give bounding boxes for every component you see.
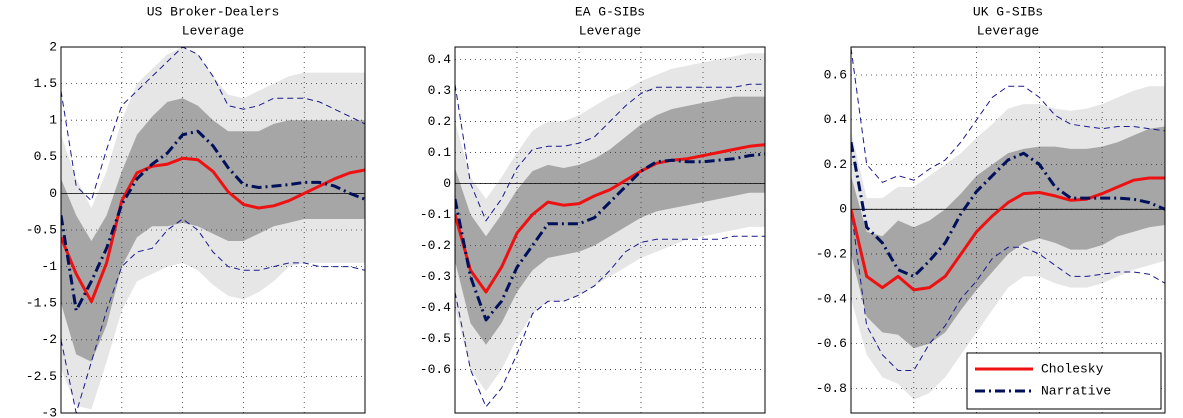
series-line	[455, 143, 765, 294]
x-tick-label: 8	[575, 416, 583, 418]
y-tick-label: -1.5	[26, 296, 57, 311]
y-tick-label: 1	[49, 113, 57, 128]
x-tick-label: 12	[633, 416, 649, 418]
dashed-bound	[61, 47, 365, 202]
y-tick-label: -0.1	[420, 207, 451, 222]
dashed-bound	[61, 218, 365, 413]
series-line	[61, 156, 365, 304]
series-line	[851, 176, 1165, 292]
y-tick-label: -1	[41, 259, 57, 274]
plot-frame	[454, 46, 766, 414]
x-tick-label: 4	[118, 416, 126, 418]
chart-subtitle: Leverage	[977, 23, 1039, 38]
chart-title: UK G-SIBs	[973, 4, 1043, 19]
y-tick-label: 0.6	[824, 67, 847, 82]
x-tick-label: 4	[910, 416, 918, 418]
x-tick-label: 20	[1157, 416, 1173, 418]
y-tick-label: 0	[839, 202, 847, 217]
x-tick-label: 0	[451, 416, 459, 418]
y-tick-label: 0.4	[428, 52, 452, 67]
x-tick-label: 16	[1094, 416, 1110, 418]
x-tick-label: 20	[757, 416, 773, 418]
y-tick-label: -0.5	[420, 331, 451, 346]
dashed-bound	[851, 209, 1165, 371]
x-tick-label: 12	[236, 416, 252, 418]
y-tick-label: -0.4	[816, 291, 847, 306]
plot-frame	[850, 46, 1166, 414]
legend-label: Narrative	[1041, 383, 1111, 398]
series-line	[455, 152, 765, 322]
chart-subtitle: Leverage	[579, 23, 641, 38]
y-tick-label: -0.5	[26, 222, 57, 237]
series-line	[851, 141, 1165, 278]
x-tick-label: 8	[179, 416, 187, 418]
band	[851, 126, 1165, 349]
dashed-bound	[455, 235, 765, 408]
y-tick-label: -0.6	[816, 336, 847, 351]
x-tick-label: 16	[695, 416, 711, 418]
y-tick-label: 0.4	[824, 112, 848, 127]
y-tick-label: 2	[49, 39, 57, 54]
y-tick-label: 1.5	[34, 76, 57, 91]
y-tick-label: 0.2	[428, 114, 451, 129]
y-tick-label: -0.6	[420, 362, 451, 377]
y-tick-label: 0.2	[824, 157, 847, 172]
chart-title: EA G-SIBs	[575, 4, 645, 19]
chart-subtitle: Leverage	[182, 23, 244, 38]
x-tick-label: 0	[57, 416, 65, 418]
x-tick-label: 12	[1032, 416, 1048, 418]
y-tick-label: 0.3	[428, 83, 451, 98]
x-tick-label: 4	[513, 416, 521, 418]
x-tick-label: 0	[847, 416, 855, 418]
y-tick-label: 0.5	[34, 149, 57, 164]
y-tick-label: -0.8	[816, 381, 847, 396]
y-tick-label: 0.1	[428, 145, 452, 160]
y-tick-label: -0.2	[816, 247, 847, 262]
x-tick-label: 20	[357, 416, 373, 418]
legend-box	[966, 352, 1162, 410]
x-tick-label: 16	[296, 416, 312, 418]
y-tick-label: 0	[443, 176, 451, 191]
legend-label: Cholesky	[1041, 361, 1104, 376]
x-tick-label: 8	[973, 416, 981, 418]
chart-title: US Broker-Dealers	[147, 4, 280, 19]
band	[61, 98, 365, 362]
y-tick-label: -2	[41, 332, 57, 347]
y-tick-label: -2.5	[26, 369, 57, 384]
y-tick-label: 0	[49, 186, 57, 201]
plot-frame	[60, 46, 366, 414]
y-tick-label: -3	[41, 405, 57, 418]
series-line	[61, 129, 365, 312]
dashed-bound	[851, 48, 1165, 184]
dashed-bound	[455, 83, 765, 222]
y-tick-label: -0.4	[420, 300, 451, 315]
y-tick-label: -0.3	[420, 269, 451, 284]
y-tick-label: -0.2	[420, 238, 451, 253]
